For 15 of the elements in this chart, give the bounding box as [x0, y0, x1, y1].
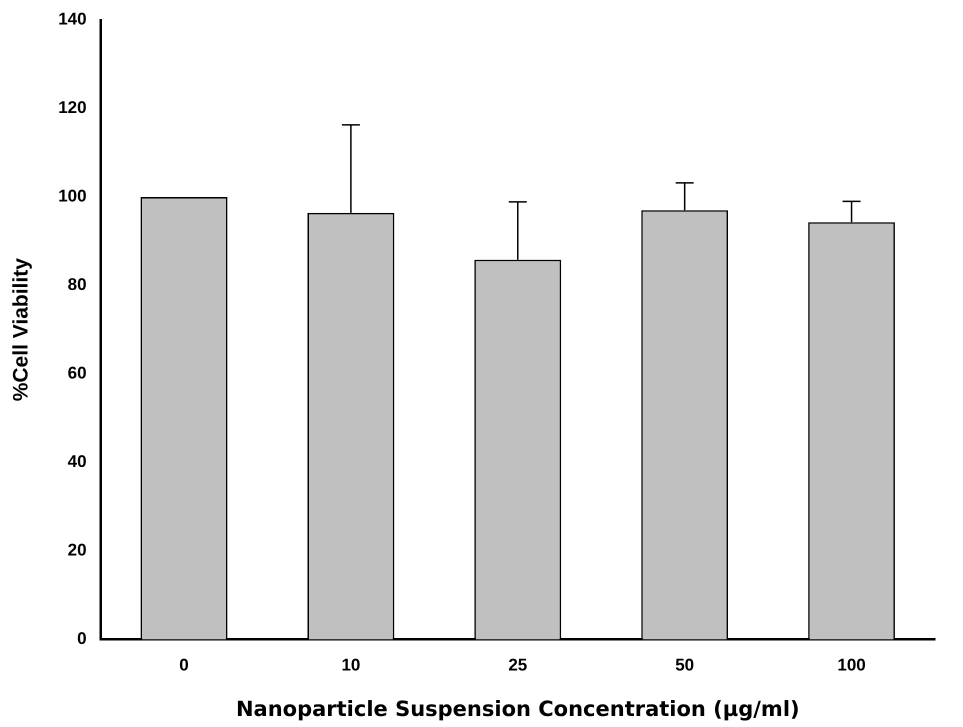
y-tick-label: 100	[58, 186, 87, 206]
y-tick-label: 140	[58, 10, 87, 29]
x-tick-label: 100	[837, 655, 866, 674]
x-tick-label: 0	[179, 655, 189, 674]
y-tick-label: 60	[68, 364, 87, 383]
x-axis-title: Nanoparticle Suspension Concentration (µg/ml)	[236, 696, 800, 721]
x-tick-label: 25	[508, 655, 528, 674]
x-tick-label: 10	[341, 655, 360, 674]
y-tick-label: 0	[77, 629, 87, 648]
y-tick-label: 80	[68, 275, 87, 294]
y-tick-label: 120	[58, 98, 87, 118]
y-tick-label: 40	[68, 452, 87, 472]
y-axis-title: %Cell Viability	[9, 258, 32, 402]
x-tick-label: 50	[675, 655, 694, 674]
y-tick-label: 20	[68, 540, 87, 560]
